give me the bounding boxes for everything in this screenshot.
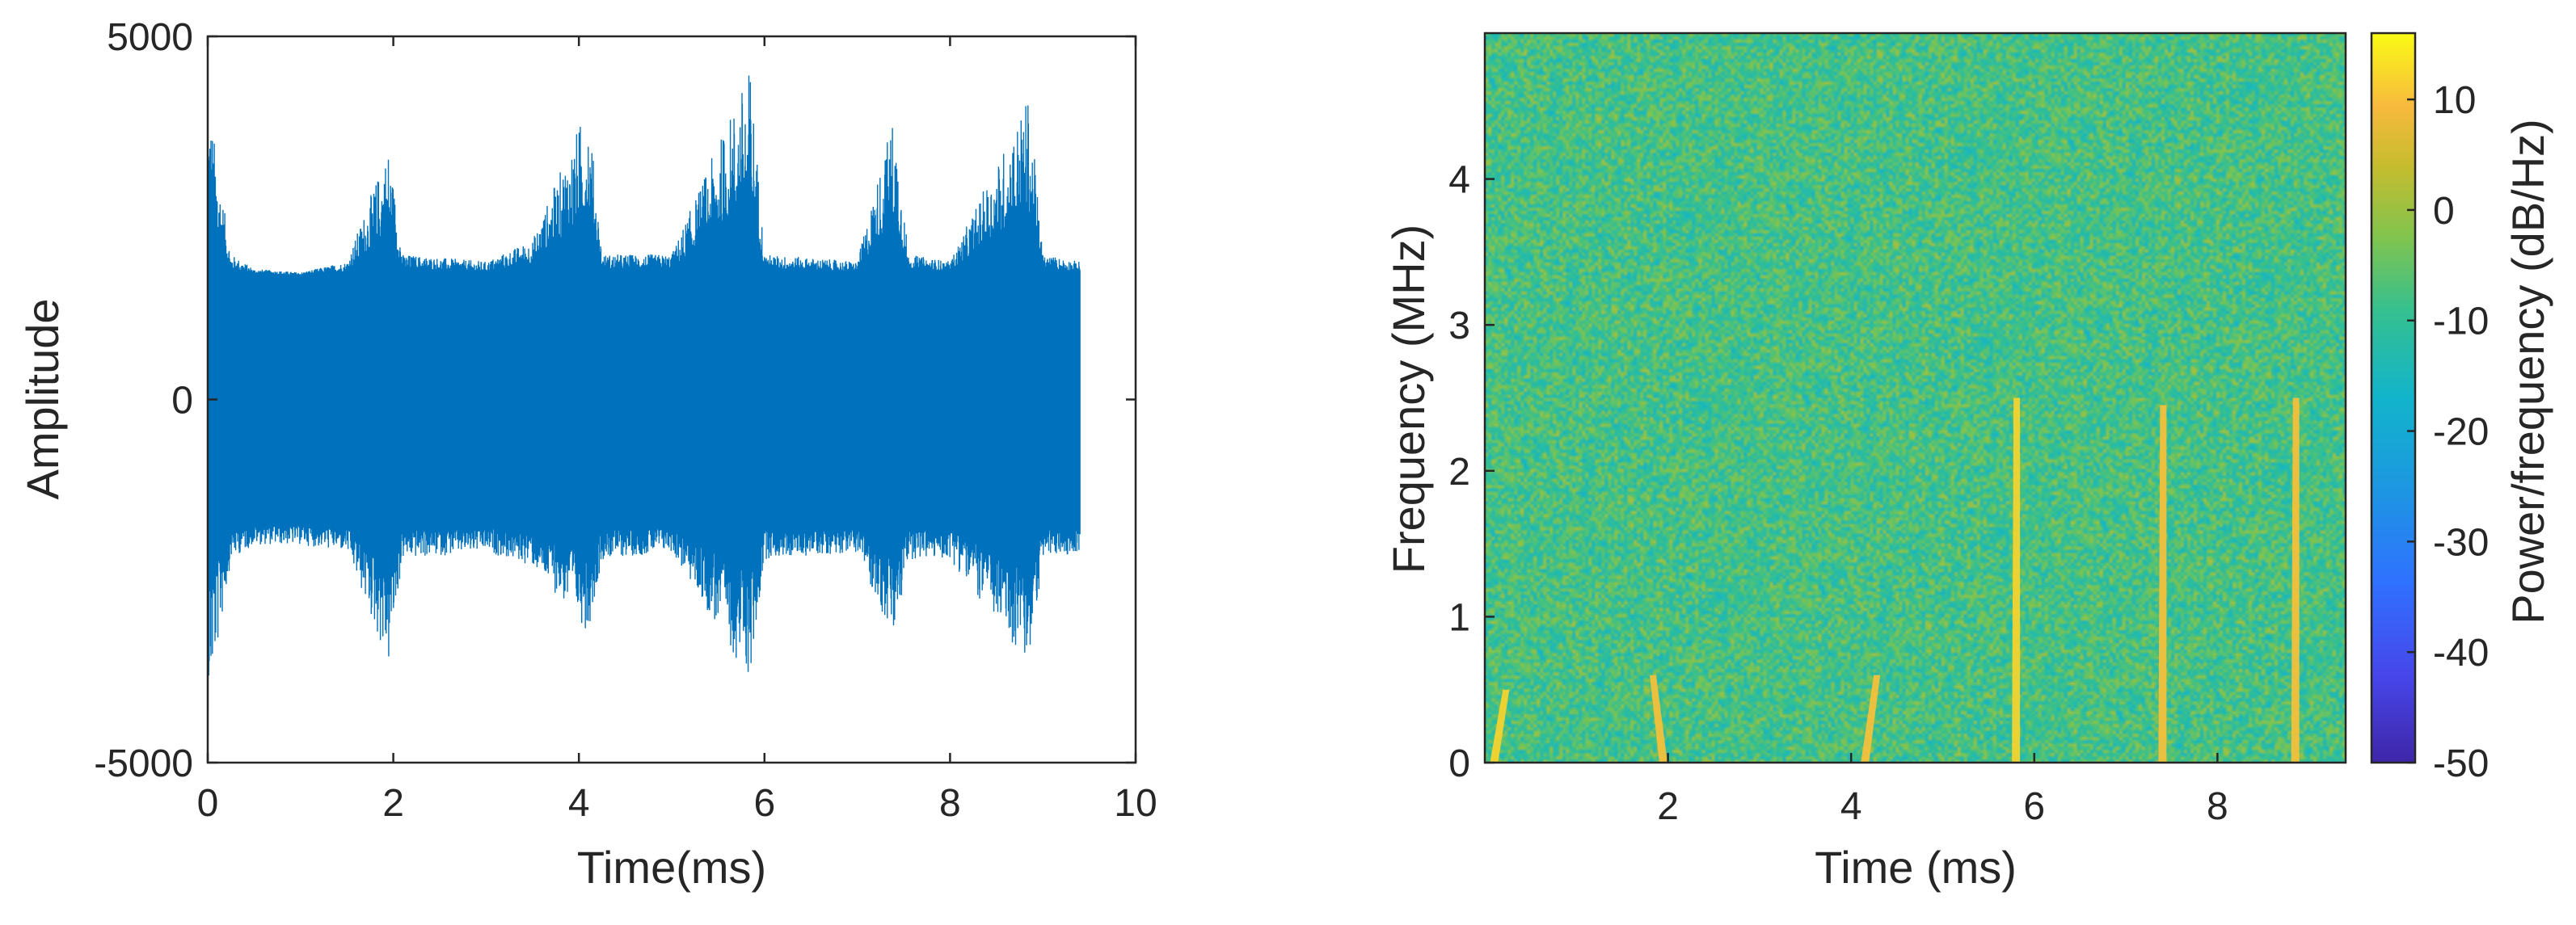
waveform-trace (207, 75, 1081, 708)
colorbar-tick-label: -50 (2433, 742, 2489, 785)
spectrogram-heatmap (1485, 33, 2346, 763)
waveform-y-ticks: -5000 0 5000 (94, 16, 1136, 785)
spectrogram-event-streak (1490, 689, 1510, 763)
waveform-x-axis-label: Time(ms) (577, 842, 766, 893)
colorbar (2370, 32, 2417, 764)
waveform-x-tick-label: 6 (753, 782, 775, 825)
spectrogram-event-streak (2012, 397, 2021, 763)
waveform-y-axis-label: Amplitude (17, 298, 68, 499)
spectrogram-event-streak (2291, 397, 2300, 763)
spectrogram-x-tick-label: 2 (1657, 785, 1679, 828)
spectrogram-plot-frame (1483, 32, 2347, 764)
spectrogram-x-tick-label: 6 (2023, 785, 2045, 828)
spectrogram-y-tick-label: 2 (1448, 451, 1470, 494)
spectrogram-y-tick-label: 1 (1448, 596, 1470, 639)
spectrogram-y-tick-label: 3 (1448, 305, 1470, 347)
colorbar-label: Power/frequency (dB/Hz) (2502, 119, 2553, 624)
spectrogram-x-tick-label: 8 (2207, 785, 2228, 828)
colorbar-tick-label: -30 (2433, 521, 2489, 564)
spectrogram-event-streak (2158, 405, 2167, 763)
colorbar-ticks: 10 0 -10 -20 -30 -40 -50 (2407, 79, 2489, 785)
spectrogram-y-axis-label: Frequency (MHz) (1383, 225, 1434, 574)
spectrogram-chart: 2 4 6 8 0 1 2 3 4 Time (ms) Frequency (MHz) 10 0… (1383, 32, 2553, 893)
colorbar-tick-label: -40 (2433, 632, 2489, 675)
spectrogram-event-streak (1861, 675, 1881, 763)
spectrogram-x-ticks: 2 4 6 8 (1657, 753, 2228, 828)
waveform-x-tick-label: 8 (939, 782, 961, 825)
waveform-x-tick-label: 4 (568, 782, 590, 825)
spectrogram-y-ticks: 0 1 2 3 4 (1448, 159, 1495, 785)
spectrogram-event-streak (1649, 675, 1667, 763)
waveform-y-tick-label: 5000 (107, 16, 193, 59)
colorbar-tick-label: 0 (2433, 190, 2455, 233)
colorbar-tick-label: -10 (2433, 301, 2489, 343)
spectrogram-y-tick-label: 0 (1448, 742, 1470, 785)
colorbar-tick-label: 10 (2433, 79, 2476, 122)
waveform-x-ticks: 0 2 4 6 8 10 (197, 36, 1157, 825)
waveform-y-tick-label: 0 (171, 380, 193, 423)
spectrogram-x-tick-label: 4 (1840, 785, 1862, 828)
spectrogram-x-axis-label: Time (ms) (1815, 842, 2017, 893)
waveform-signal-band (207, 75, 1081, 708)
waveform-x-tick-label: 0 (197, 782, 219, 825)
spectrogram-y-tick-label: 4 (1448, 159, 1470, 202)
colorbar-tick-label: -20 (2433, 411, 2489, 454)
waveform-y-tick-label: -5000 (94, 742, 193, 785)
waveform-x-tick-label: 10 (1114, 782, 1157, 825)
spectrogram-events (1490, 397, 2300, 763)
waveform-x-tick-label: 2 (382, 782, 404, 825)
